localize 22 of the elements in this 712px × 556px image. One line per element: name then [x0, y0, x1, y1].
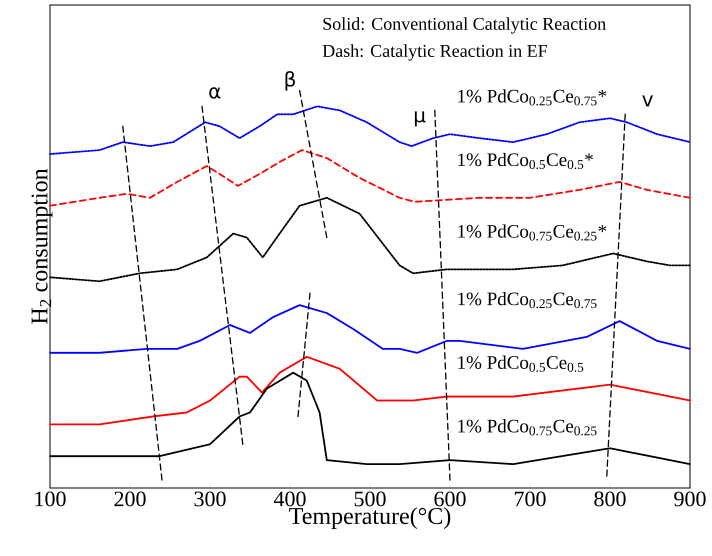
annotation: β: [286, 71, 295, 91]
x-tick-label: 600: [434, 492, 466, 506]
x-tick-label: 500: [354, 492, 386, 506]
series-label: 1% PdCo$_{0.25}$Ce$_{0.75}$: [458, 292, 597, 308]
x-tick-label: 700: [514, 492, 546, 506]
x-tick-label: 200: [114, 492, 146, 506]
annotation: μ: [414, 111, 426, 126]
series-label: 1% PdCo$_{0.75}$Ce$_{0.25}$: [458, 419, 597, 436]
x-tick-label: 800: [594, 492, 626, 506]
x-tick-label: 900: [674, 492, 706, 506]
series-label: 1% PdCo$_{0.25}$Ce$_{0.75}$*: [458, 89, 606, 106]
annotation: α: [209, 87, 220, 99]
x-tick-label: 400: [274, 492, 306, 506]
text: Dash: Catalytic Reaction in EF: [322, 44, 548, 61]
annotation: v: [642, 95, 653, 106]
series-label: 1% PdCo$_{0.5}$Ce$_{0.5}$*: [458, 152, 593, 170]
x-axis-title: Temperature(°C): [289, 507, 450, 529]
text: Solid: Conventional Catalytic Reaction: [323, 17, 606, 34]
series-label: 1% PdCo$_{0.5}$Ce$_{0.5}$: [458, 356, 584, 372]
x-tick-label: 300: [194, 492, 226, 506]
x-tick-label: 100: [35, 492, 66, 506]
series-label: 1% PdCo$_{0.75}$Ce$_{0.25}$*: [458, 224, 606, 241]
